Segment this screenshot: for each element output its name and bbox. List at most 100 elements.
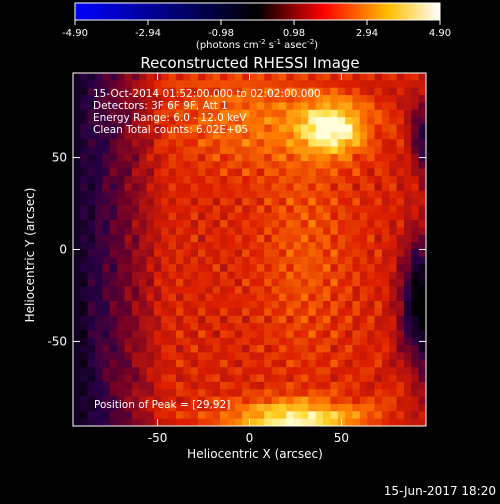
heatmap-cell	[308, 300, 317, 309]
heatmap-cell	[286, 131, 295, 140]
heatmap-cell	[73, 315, 81, 324]
heatmap-cell	[73, 256, 81, 265]
heatmap-cell	[396, 396, 405, 405]
heatmap-cell	[323, 271, 331, 280]
heatmap-cell	[256, 286, 265, 295]
colorbar-tick-label: 0.98	[283, 28, 305, 39]
heatmap-cell	[396, 286, 405, 295]
heatmap-cell	[175, 249, 184, 258]
heatmap-cell	[198, 102, 206, 111]
heatmap-cell	[131, 374, 140, 383]
heatmap-cell	[264, 278, 272, 287]
heatmap-cell	[242, 117, 250, 125]
heatmap-cell	[87, 102, 96, 111]
heatmap-cell	[367, 293, 375, 302]
heatmap-cell	[131, 264, 140, 272]
heatmap-cell	[175, 117, 184, 125]
heatmap-cell	[345, 411, 353, 420]
heatmap-cell	[330, 403, 339, 412]
heatmap-cell	[131, 403, 140, 412]
heatmap-cell	[183, 131, 192, 140]
heatmap-cell	[124, 278, 133, 287]
heatmap-cell	[212, 242, 221, 250]
heatmap-cell	[227, 256, 236, 265]
heatmap-cell	[87, 153, 96, 162]
heatmap-cell	[146, 345, 155, 353]
heatmap-cell	[264, 117, 272, 125]
heatmap-cell	[198, 337, 206, 346]
heatmap-cell	[80, 212, 89, 221]
heatmap-cell	[109, 256, 118, 265]
heatmap-cell	[345, 139, 353, 147]
heatmap-cell	[381, 403, 390, 412]
heatmap-cell	[256, 168, 265, 177]
heatmap-cell	[396, 234, 405, 243]
heatmap-cell	[374, 168, 383, 177]
heatmap-cell	[352, 95, 361, 103]
heatmap-cell	[381, 271, 390, 280]
heatmap-cell	[374, 389, 383, 397]
heatmap-cell	[256, 271, 265, 280]
heatmap-cell	[300, 95, 309, 103]
heatmap-cell	[73, 278, 81, 287]
heatmap-cell	[242, 330, 250, 339]
heatmap-cell	[345, 73, 353, 81]
heatmap-cell	[183, 315, 192, 324]
heatmap-cell	[161, 80, 169, 89]
heatmap-cell	[418, 381, 427, 390]
heatmap-cell	[300, 146, 309, 155]
heatmap-cell	[286, 73, 295, 81]
heatmap-cell	[352, 359, 361, 368]
heatmap-cell	[190, 264, 199, 272]
heatmap-cell	[205, 396, 214, 405]
heatmap-cell	[175, 183, 184, 192]
heatmap-cell	[109, 389, 118, 397]
heatmap-cell	[323, 389, 331, 397]
heatmap-cell	[403, 95, 412, 103]
heatmap-cell	[315, 271, 324, 280]
heatmap-cell	[139, 249, 147, 258]
heatmap-cell	[95, 117, 103, 125]
heatmap-cell	[190, 293, 199, 302]
heatmap-cell	[337, 323, 346, 331]
heatmap-cell	[345, 95, 353, 103]
heatmap-cell	[109, 183, 118, 192]
heatmap-cell	[131, 87, 140, 96]
heatmap-cell	[345, 278, 353, 287]
heatmap-cell	[124, 308, 133, 317]
heatmap-cell	[146, 227, 155, 236]
heatmap-cell	[367, 80, 375, 89]
heatmap-cell	[403, 146, 412, 155]
heatmap-cell	[300, 242, 309, 250]
heatmap-cell	[102, 161, 111, 169]
heatmap-cell	[411, 87, 420, 96]
heatmap-cell	[418, 396, 427, 405]
heatmap-cell	[87, 374, 96, 383]
heatmap-cell	[220, 271, 228, 280]
heatmap-cell	[95, 212, 103, 221]
heatmap-cell	[337, 198, 346, 206]
heatmap-cell	[168, 352, 177, 361]
heatmap-cell	[403, 234, 412, 243]
heatmap-cell	[109, 87, 118, 96]
heatmap-cell	[95, 139, 103, 147]
heatmap-cell	[146, 264, 155, 272]
heatmap-cell	[205, 264, 214, 272]
colorbar-tick-label: 4.90	[429, 28, 451, 39]
heatmap-cell	[242, 249, 250, 258]
heatmap-cell	[330, 315, 339, 324]
heatmap-cell	[403, 131, 412, 140]
heatmap-cell	[212, 300, 221, 309]
heatmap-cell	[73, 418, 81, 427]
heatmap-cell	[359, 95, 368, 103]
heatmap-cell	[198, 139, 206, 147]
heatmap-cell	[345, 359, 353, 368]
heatmap-cell	[183, 389, 192, 397]
heatmap-cell	[109, 315, 118, 324]
heatmap-cell	[264, 323, 272, 331]
heatmap-cell	[330, 308, 339, 317]
heatmap-cell	[95, 411, 103, 420]
heatmap-cell	[359, 80, 368, 89]
heatmap-cell	[337, 381, 346, 390]
heatmap-cell	[205, 131, 214, 140]
